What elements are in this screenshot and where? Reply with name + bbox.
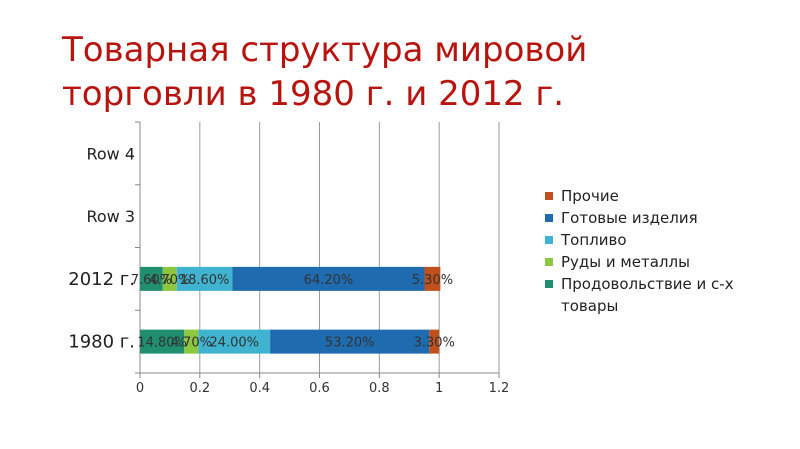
x-tick-label: 0.4 — [249, 381, 270, 396]
bar-segment — [162, 266, 177, 291]
bar-segment — [184, 329, 199, 354]
legend-item: Продовольствие и с-х товары — [545, 273, 785, 317]
bar-series — [140, 266, 441, 354]
bar-segment — [270, 329, 430, 354]
x-tick-label: 1.2 — [489, 381, 510, 396]
legend-item: Топливо — [545, 229, 785, 251]
legend-item: Руды и металлы — [545, 251, 785, 273]
legend-item: Готовые изделия — [545, 207, 785, 229]
category-labels: 1980 г. 2012 г. Row 3 Row 4 — [68, 144, 135, 352]
legend-label: Готовые изделия — [561, 209, 698, 227]
legend-swatch — [545, 258, 553, 266]
bar-data-label: 5.30% — [412, 273, 453, 288]
chart-legend: Прочие Готовые изделия Топливо Руды и метал… — [545, 185, 785, 317]
legend-label: Продовольствие и с-х товары — [561, 275, 734, 315]
legend-swatch — [545, 236, 553, 244]
bar-data-label: 14.80% — [137, 336, 187, 351]
x-tick-label: 0.6 — [309, 381, 330, 396]
x-tick-label: 0.8 — [369, 381, 390, 396]
category-label: 2012 г. — [68, 269, 135, 290]
legend-label: Прочие — [561, 187, 619, 205]
bar-segment — [176, 266, 233, 291]
x-tick-label: 0 — [136, 381, 144, 396]
bar-data-label: 53.20% — [325, 336, 375, 351]
legend-swatch — [545, 280, 553, 288]
legend-label: Топливо — [561, 231, 627, 249]
legend-item: Прочие — [545, 185, 785, 207]
bar-segment — [198, 329, 271, 354]
x-tick-labels: 0 0.2 0.4 0.6 0.8 1 1.2 — [136, 381, 509, 396]
category-label: Row 4 — [86, 144, 135, 163]
bar-segment — [424, 266, 441, 291]
bar-data-label: 7.60% — [131, 273, 172, 288]
bar-data-label: 64.20% — [304, 273, 354, 288]
bar-data-labels: 14.80%4.70%24.00% 53.20% 3.30%7.60%4.70%18… — [131, 273, 455, 351]
bar-data-label: 3.30% — [414, 336, 455, 351]
x-tick-label: 1 — [435, 381, 443, 396]
legend-label: Руды и металлы — [561, 253, 690, 271]
category-label: 1980 г. — [68, 332, 135, 353]
bar-data-label: 4.70% — [171, 336, 212, 351]
legend-swatch — [545, 192, 553, 200]
category-label: Row 3 — [86, 207, 135, 226]
bar-segment — [232, 266, 425, 291]
bar-segment — [140, 266, 163, 291]
bar-segment — [429, 329, 440, 354]
legend-swatch — [545, 214, 553, 222]
bar-data-label: 4.70% — [149, 273, 190, 288]
page-title: Товарная структура мировой торговли в 19… — [62, 30, 588, 114]
bar-data-label: 24.00% — [209, 336, 259, 351]
x-tick-label: 0.2 — [189, 381, 210, 396]
bar-segment — [140, 329, 185, 354]
bar-data-label: 18.60% — [180, 273, 230, 288]
